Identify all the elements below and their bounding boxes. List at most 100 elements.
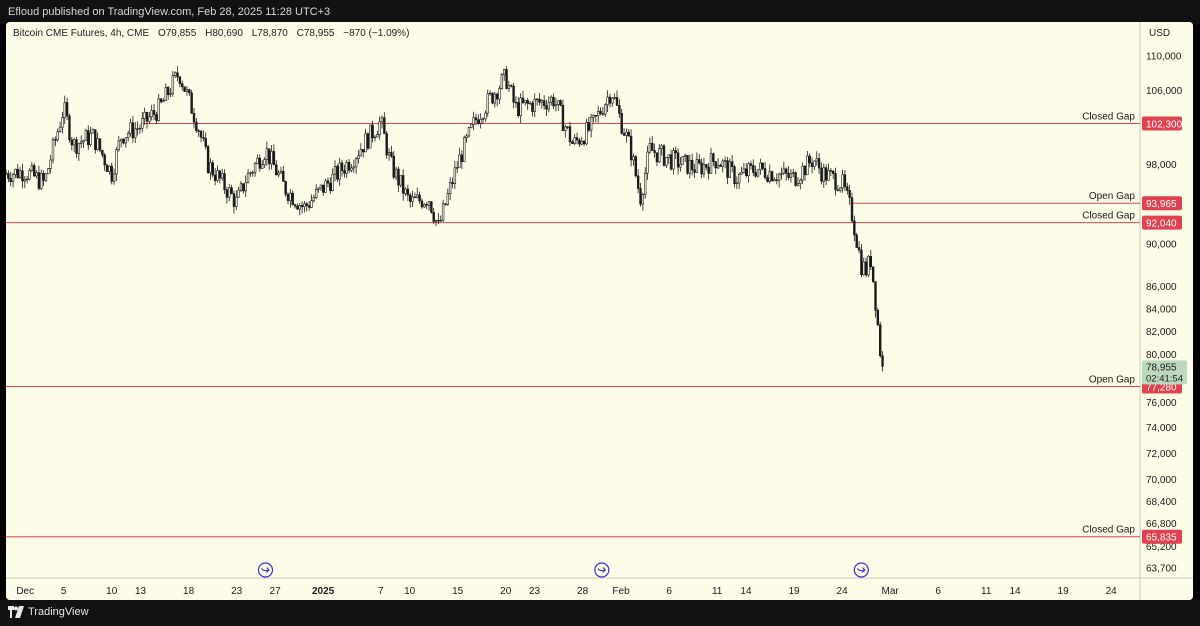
candle-body: [742, 168, 746, 173]
candle-body: [58, 126, 62, 133]
tradingview-brand[interactable]: TradingView: [8, 606, 89, 618]
candle-body: [810, 162, 814, 167]
event-markers[interactable]: [257, 562, 869, 578]
candle-body: [204, 138, 207, 147]
arrow-circle-icon[interactable]: [853, 562, 869, 578]
candle-body: [582, 141, 586, 145]
candle-body: [343, 170, 346, 174]
candle-body: [585, 122, 588, 145]
candle-body: [267, 148, 271, 165]
x-tick-label: 11: [712, 586, 723, 597]
candle-body: [420, 200, 424, 208]
candle-body: [596, 110, 600, 117]
candle-body: [639, 188, 642, 205]
y-tick-label: 63,700: [1146, 564, 1177, 575]
candle-body: [658, 148, 661, 163]
candle-body: [862, 261, 865, 275]
candle-body: [547, 101, 551, 110]
x-tick-label: 15: [452, 586, 464, 597]
candle-body: [815, 158, 818, 162]
arrow-circle-icon[interactable]: [594, 562, 610, 578]
candle-body: [676, 152, 680, 168]
candle-body: [350, 167, 353, 171]
candle-body: [524, 100, 527, 103]
candle-body: [662, 145, 666, 166]
candle-body: [721, 160, 724, 167]
candle-body: [87, 130, 90, 146]
candle-body: [65, 102, 69, 117]
candle-body: [766, 177, 769, 182]
candle-body: [199, 131, 203, 138]
price-chart[interactable]: USD Bitcoin CME Futures, 4h, CME O79,855…: [6, 22, 1193, 600]
candle-body: [300, 205, 304, 208]
candle-body: [620, 113, 623, 134]
x-tick-label: 28: [577, 586, 589, 597]
candle-body: [9, 178, 12, 182]
candle-body: [848, 190, 851, 198]
candle-body: [141, 118, 144, 129]
candle-body: [369, 124, 372, 149]
level-price-label: 92,040: [1146, 219, 1177, 230]
candle-body: [70, 139, 74, 146]
candle-body: [380, 117, 384, 123]
y-tick-label: 72,000: [1146, 449, 1177, 460]
candle-body: [538, 98, 541, 103]
x-tick-label: 18: [183, 586, 195, 597]
candle-body: [136, 128, 139, 130]
level-price-label: 93,965: [1146, 199, 1177, 210]
y-tick-label: 65,200: [1146, 542, 1177, 553]
y-tick-label: 110,000: [1146, 51, 1182, 62]
legend-low: 78,870: [257, 28, 288, 39]
candle-body: [77, 143, 81, 154]
candle-body: [155, 114, 158, 121]
candle-body: [430, 201, 433, 213]
candle-body: [289, 192, 292, 201]
candle-body: [235, 196, 238, 207]
candle-body: [467, 127, 471, 137]
candle-body: [329, 182, 332, 192]
y-tick-label: 98,000: [1146, 160, 1177, 171]
candle-body: [23, 179, 26, 182]
candle-body: [472, 117, 475, 125]
candle-body: [427, 201, 431, 206]
candle-body: [404, 188, 407, 194]
candle-body: [68, 115, 71, 141]
candle-body: [484, 112, 487, 120]
x-tick-label: 19: [1058, 586, 1070, 597]
candle-body: [679, 163, 682, 168]
candle-body: [164, 87, 167, 101]
bar-countdown: 02:41:54: [1146, 373, 1183, 384]
legend-change: −870 (−1.09%): [343, 28, 409, 39]
candle-body: [568, 126, 572, 143]
candle-body: [383, 117, 386, 134]
level-price-label: 77,280: [1146, 382, 1177, 393]
candle-body: [253, 163, 257, 173]
candle-body: [42, 172, 45, 181]
candle-body: [615, 97, 619, 106]
last-price-label: 78,955: [1146, 362, 1177, 373]
candle-body: [423, 204, 426, 208]
candle-body: [566, 126, 569, 128]
candle-body: [202, 137, 205, 139]
candle-body: [101, 149, 104, 156]
chart-frame[interactable]: USD Bitcoin CME Futures, 4h, CME O79,855…: [6, 22, 1193, 600]
arrow-circle-icon[interactable]: [257, 562, 274, 578]
level-label: Closed Gap: [1082, 112, 1135, 123]
candle-body: [7, 173, 10, 179]
candle-body: [463, 137, 466, 163]
candle-body: [761, 162, 764, 169]
candle-body: [258, 157, 261, 169]
candle-body: [752, 165, 755, 173]
candle-body: [648, 142, 652, 153]
candle-body: [14, 168, 17, 175]
candle-body: [333, 166, 337, 175]
candle-body: [44, 173, 48, 181]
candle-body: [674, 150, 677, 154]
candle-body: [129, 122, 132, 134]
candle-body: [829, 170, 833, 172]
candle-body: [32, 165, 36, 177]
candle-body: [559, 100, 562, 106]
legend-close: 78,955: [304, 28, 335, 39]
candle-body: [364, 133, 367, 153]
candle-body: [763, 168, 767, 178]
